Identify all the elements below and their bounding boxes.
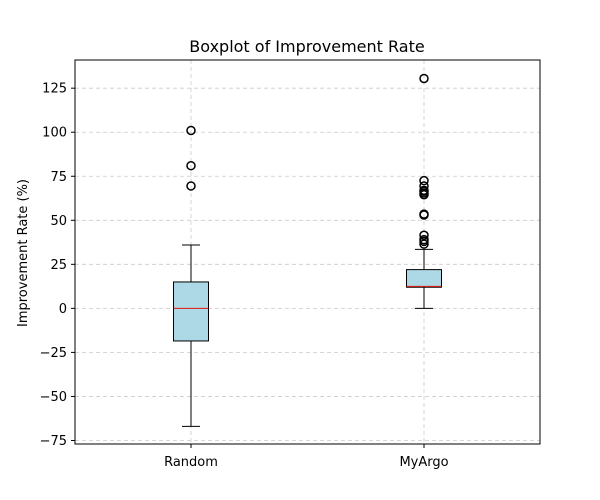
outlier-point-3 <box>419 230 429 241</box>
plot-frame <box>74 59 541 445</box>
iqr-box <box>173 281 209 342</box>
y-tick-label-6: 75 <box>50 170 67 185</box>
chart-title: Boxplot of Improvement Rate <box>189 37 424 56</box>
x-tick-label-random: Random <box>164 455 218 470</box>
outlier-point-1 <box>186 160 196 171</box>
y-tick-label-7: 100 <box>42 126 67 141</box>
outlier-point-2 <box>186 125 196 136</box>
y-tick-label-1: −50 <box>40 390 67 405</box>
outlier-point-9 <box>419 185 429 196</box>
outlier-point-11 <box>419 175 429 186</box>
y-tick-label-0: −75 <box>40 434 67 449</box>
box-group-myargo <box>406 73 442 309</box>
iqr-box <box>406 269 442 288</box>
outlier-point-0 <box>419 239 429 249</box>
y-axis-label: Improvement Rate (%) <box>16 179 31 327</box>
outlier-point-2 <box>419 234 429 245</box>
y-tick-label-4: 25 <box>50 258 67 273</box>
x-tick-label-myargo: MyArgo <box>399 455 448 470</box>
axes: −75 −50 −25 0 25 50 75 100 125 Random MyArgo <box>40 59 541 470</box>
y-tick-label-3: 0 <box>59 302 67 317</box>
outlier-point-10 <box>419 181 429 191</box>
outlier-point-5 <box>419 209 429 219</box>
boxes <box>173 73 442 427</box>
box-group-random <box>173 125 209 427</box>
y-tick-label-8: 125 <box>42 82 67 97</box>
y-tick-label-5: 50 <box>50 214 67 229</box>
grid-lines <box>75 60 540 444</box>
outlier-point-0 <box>186 181 196 191</box>
y-tick-label-2: −25 <box>40 346 67 361</box>
outlier-point-12 <box>419 73 429 84</box>
